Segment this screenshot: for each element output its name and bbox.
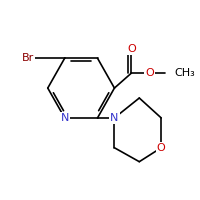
- Text: O: O: [157, 143, 166, 153]
- Text: O: O: [127, 44, 136, 54]
- Text: O: O: [145, 68, 154, 78]
- Text: N: N: [110, 113, 119, 123]
- Text: CH₃: CH₃: [174, 68, 195, 78]
- Text: N: N: [60, 113, 69, 123]
- Text: Br: Br: [22, 53, 34, 63]
